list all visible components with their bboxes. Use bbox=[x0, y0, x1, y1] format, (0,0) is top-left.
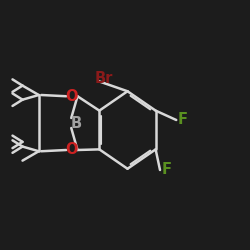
Text: F: F bbox=[161, 162, 171, 178]
Text: F: F bbox=[178, 112, 188, 128]
Text: Br: Br bbox=[94, 71, 113, 86]
Text: O: O bbox=[65, 89, 78, 104]
Text: B: B bbox=[71, 116, 82, 130]
Text: O: O bbox=[65, 142, 78, 158]
